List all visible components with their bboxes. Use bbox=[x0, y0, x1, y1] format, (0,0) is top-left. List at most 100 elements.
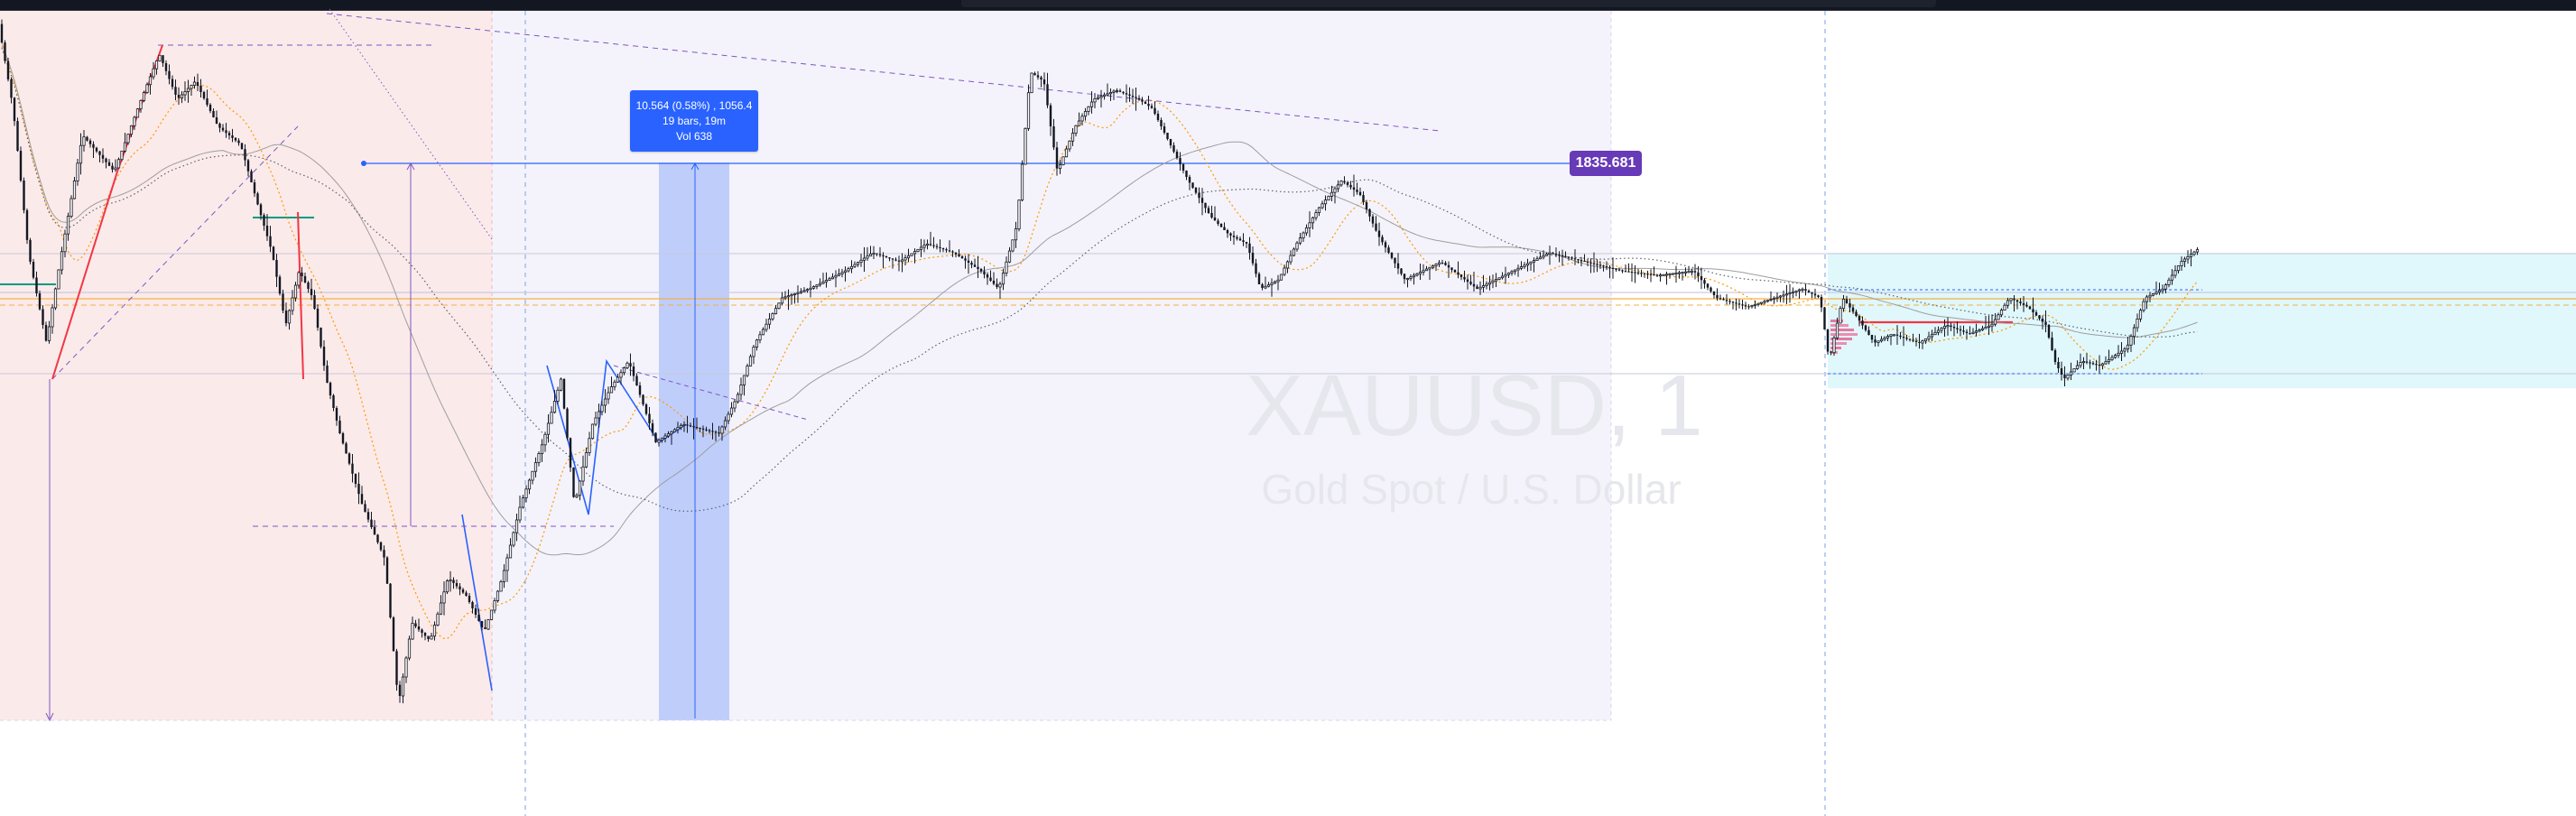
measure-volume: Vol 638 bbox=[675, 130, 713, 143]
candle-body-down bbox=[364, 504, 366, 513]
candle-body-down bbox=[1352, 187, 1356, 190]
candle-body-down bbox=[1362, 195, 1365, 202]
candle-body-up bbox=[2006, 300, 2010, 306]
candle-body-down bbox=[385, 557, 389, 584]
candle-body-down bbox=[1236, 236, 1238, 239]
candle-body-down bbox=[2060, 368, 2063, 375]
top-toolbar bbox=[0, 0, 2576, 11]
candle-body-down bbox=[977, 266, 979, 269]
candle-body-down bbox=[1636, 272, 1640, 274]
candle-body-up bbox=[540, 444, 544, 454]
candle-body-up bbox=[51, 307, 54, 328]
ma-gray bbox=[1, 42, 2198, 556]
candle-body-up bbox=[1434, 264, 1438, 266]
candle-body-down bbox=[1703, 280, 1706, 284]
candle-body-up bbox=[1412, 274, 1416, 278]
candle-body-down bbox=[983, 271, 986, 274]
candle-body-down bbox=[1621, 270, 1624, 272]
candle-body-up bbox=[2148, 294, 2152, 298]
candle-body-up bbox=[2079, 362, 2082, 366]
candle-body-down bbox=[423, 633, 427, 636]
candle-body-down bbox=[1172, 145, 1175, 152]
candle-body-down bbox=[2047, 325, 2051, 338]
candle-body-down bbox=[1245, 242, 1248, 244]
candle-body-up bbox=[1677, 272, 1682, 274]
candle-body-down bbox=[958, 254, 960, 256]
candle-body-down bbox=[1200, 198, 1204, 203]
price-level-label[interactable]: 1835.681 bbox=[1570, 151, 1642, 176]
candle-body-down bbox=[206, 98, 208, 105]
candle-body-down bbox=[162, 55, 164, 63]
candle-body-down bbox=[1457, 272, 1459, 275]
candle-body-down bbox=[2091, 363, 2095, 365]
candle-body-down bbox=[635, 376, 638, 385]
candle-body-up bbox=[597, 411, 601, 419]
candle-body-up bbox=[445, 580, 449, 593]
candle-body-up bbox=[913, 251, 917, 255]
candle-body-up bbox=[297, 272, 301, 286]
candle-body-down bbox=[1849, 303, 1851, 308]
red-spike bbox=[297, 211, 304, 380]
candle-body-down bbox=[95, 147, 98, 152]
candle-body-down bbox=[941, 248, 945, 250]
candle-body-up bbox=[600, 404, 604, 413]
candle-body-up bbox=[2066, 375, 2070, 379]
candle-body-up bbox=[824, 280, 829, 283]
candle-body-down bbox=[1144, 101, 1147, 104]
candle-body-up bbox=[76, 162, 79, 181]
candle-body-up bbox=[739, 385, 743, 395]
candle-body-up bbox=[2142, 301, 2145, 311]
candle-body-down bbox=[1207, 208, 1210, 213]
candle-body-down bbox=[1469, 282, 1472, 284]
candle-body-up bbox=[1921, 340, 1924, 344]
candle-body-up bbox=[809, 287, 812, 291]
candle-body-up bbox=[1007, 250, 1012, 263]
candle-body-up bbox=[922, 245, 926, 248]
candle-body-up bbox=[1788, 292, 1792, 295]
candle-body-up bbox=[1946, 325, 1950, 328]
candle-body-up bbox=[1304, 227, 1309, 234]
candle-body-up bbox=[145, 84, 149, 93]
candle-body-down bbox=[1394, 257, 1396, 264]
candle-body-up bbox=[910, 253, 913, 256]
volume-profile-bar bbox=[1830, 333, 1858, 336]
candle-body-up bbox=[679, 424, 683, 429]
candle-body-up bbox=[133, 116, 136, 126]
candle-body-down bbox=[929, 244, 932, 246]
candle-body-down bbox=[1147, 104, 1150, 107]
candle-body-down bbox=[417, 626, 421, 630]
candle-body-down bbox=[1453, 270, 1457, 273]
candle-body-up bbox=[533, 462, 538, 472]
candle-body-up bbox=[186, 88, 190, 92]
candle-body-down bbox=[461, 589, 465, 593]
candle-body-up bbox=[774, 308, 778, 314]
candle-body-up bbox=[906, 255, 911, 259]
candle-body-up bbox=[63, 233, 67, 253]
candle-body-up bbox=[1276, 279, 1280, 283]
candle-body-up bbox=[183, 91, 187, 96]
candle-body-down bbox=[105, 158, 107, 162]
candle-body-up bbox=[670, 431, 673, 435]
candle-body-down bbox=[1450, 267, 1453, 270]
candle-body-down bbox=[202, 92, 206, 98]
candle-body-up bbox=[1974, 330, 1978, 333]
candle-body-up bbox=[1879, 338, 1884, 342]
candle-body-up bbox=[733, 401, 737, 409]
candle-body-down bbox=[1874, 339, 1876, 343]
candle-body-down bbox=[164, 63, 168, 71]
candle-body-down bbox=[1223, 227, 1226, 230]
candle-body-up bbox=[919, 246, 923, 250]
candle-body-up bbox=[407, 638, 412, 659]
candle-body-down bbox=[1346, 182, 1349, 185]
candle-body-up bbox=[872, 253, 876, 255]
candle-body-down bbox=[1375, 223, 1377, 231]
candle-body-up bbox=[1510, 271, 1514, 274]
candle-body-up bbox=[590, 423, 595, 440]
candle-body-up bbox=[1839, 308, 1842, 324]
candle-body-up bbox=[1285, 261, 1290, 269]
candle-body-up bbox=[1058, 164, 1062, 170]
candle-body-down bbox=[307, 283, 310, 289]
candle-body-up bbox=[1061, 156, 1065, 165]
candle-body-up bbox=[1876, 340, 1880, 343]
